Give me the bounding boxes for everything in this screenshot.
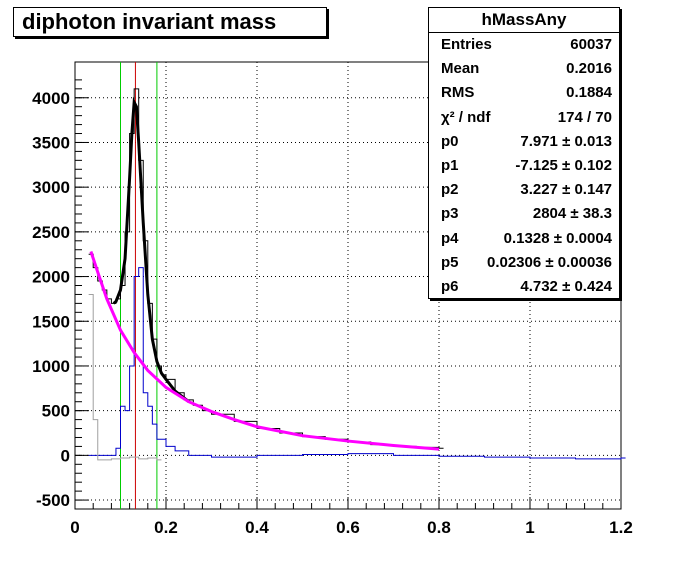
stats-row: p0 7.971 ± 0.013 <box>429 130 619 154</box>
stats-label: p3 <box>441 205 459 223</box>
stats-value: 3.227 ± 0.147 <box>520 181 612 199</box>
stats-box: hMassAny Entries 60037 Mean 0.2016 RMS 0.1884… <box>428 7 620 299</box>
stats-row: RMS 0.1884 <box>429 81 619 105</box>
stats-row: p2 3.227 ± 0.147 <box>429 178 619 202</box>
stats-value: 0.02306 ± 0.00036 <box>486 253 612 271</box>
tick-labels: 0 0.2 0.4 0.6 0.8 1 1.2-5000500100015002000250… <box>32 89 633 537</box>
stats-label: RMS <box>441 84 475 102</box>
stats-value: 0.2016 <box>566 60 612 78</box>
stats-row: p4 0.1328 ± 0.0004 <box>429 227 619 251</box>
stats-row: p5 0.02306 ± 0.00036 <box>429 251 619 275</box>
x-tick-label: 0.6 <box>336 518 360 537</box>
stats-row: χ² / ndf 174 / 70 <box>429 106 619 130</box>
stats-title: hMassAny <box>429 8 619 33</box>
stats-row: Entries 60037 <box>429 33 619 57</box>
stats-label: p6 <box>441 277 459 295</box>
stats-row: p3 2804 ± 38.3 <box>429 202 619 226</box>
stats-value: 7.971 ± 0.013 <box>520 132 612 150</box>
stats-value: 174 / 70 <box>557 108 612 126</box>
y-tick-label: -500 <box>36 491 70 510</box>
chart-title: diphoton invariant mass <box>13 7 327 37</box>
stats-row: p6 4.732 ± 0.424 <box>429 275 619 299</box>
stats-label: p2 <box>441 181 459 199</box>
stats-row: Mean 0.2016 <box>429 57 619 81</box>
series-group <box>88 88 626 461</box>
x-tick-label: 1 <box>525 518 534 537</box>
x-tick-label: 0 <box>70 518 79 537</box>
y-tick-label: 3000 <box>32 178 70 197</box>
axis-ticks <box>74 79 622 509</box>
x-tick-label: 0.8 <box>427 518 451 537</box>
stats-value: -7.125 ± 0.102 <box>515 156 612 174</box>
stats-label: p1 <box>441 156 459 174</box>
histogram-series-1 <box>88 267 626 460</box>
stats-row: p1 -7.125 ± 0.102 <box>429 154 619 178</box>
fit-curve-3 <box>112 96 190 403</box>
x-tick-label: 1.2 <box>609 518 633 537</box>
stats-value: 0.1328 ± 0.0004 <box>503 229 612 247</box>
stats-label: p4 <box>441 229 459 247</box>
y-tick-label: 1500 <box>32 312 70 331</box>
stats-rows: Entries 60037 Mean 0.2016 RMS 0.1884 χ² / ndf 1… <box>429 33 619 299</box>
stats-value: 2804 ± 38.3 <box>532 205 612 223</box>
y-tick-label: 3500 <box>32 133 70 152</box>
stats-label: p0 <box>441 132 459 150</box>
stats-label: Entries <box>441 36 492 53</box>
y-tick-label: 4000 <box>32 89 70 108</box>
y-tick-label: 500 <box>42 402 70 421</box>
stats-value: 0.1884 <box>566 84 612 102</box>
stats-value: 4.732 ± 0.424 <box>520 277 612 295</box>
y-tick-label: 2500 <box>32 223 70 242</box>
fit-curve-4 <box>89 251 440 451</box>
x-tick-label: 0.2 <box>154 518 178 537</box>
y-tick-label: 2000 <box>32 268 70 287</box>
stats-value: 60037 <box>570 36 612 53</box>
stats-label: Mean <box>441 60 480 78</box>
y-tick-label: 0 <box>61 446 70 465</box>
stats-label: χ² / ndf <box>441 108 491 126</box>
histogram-series-2 <box>88 293 162 461</box>
y-tick-label: 1000 <box>32 357 70 376</box>
stats-label: p5 <box>441 253 459 271</box>
x-tick-label: 0.4 <box>245 518 269 537</box>
